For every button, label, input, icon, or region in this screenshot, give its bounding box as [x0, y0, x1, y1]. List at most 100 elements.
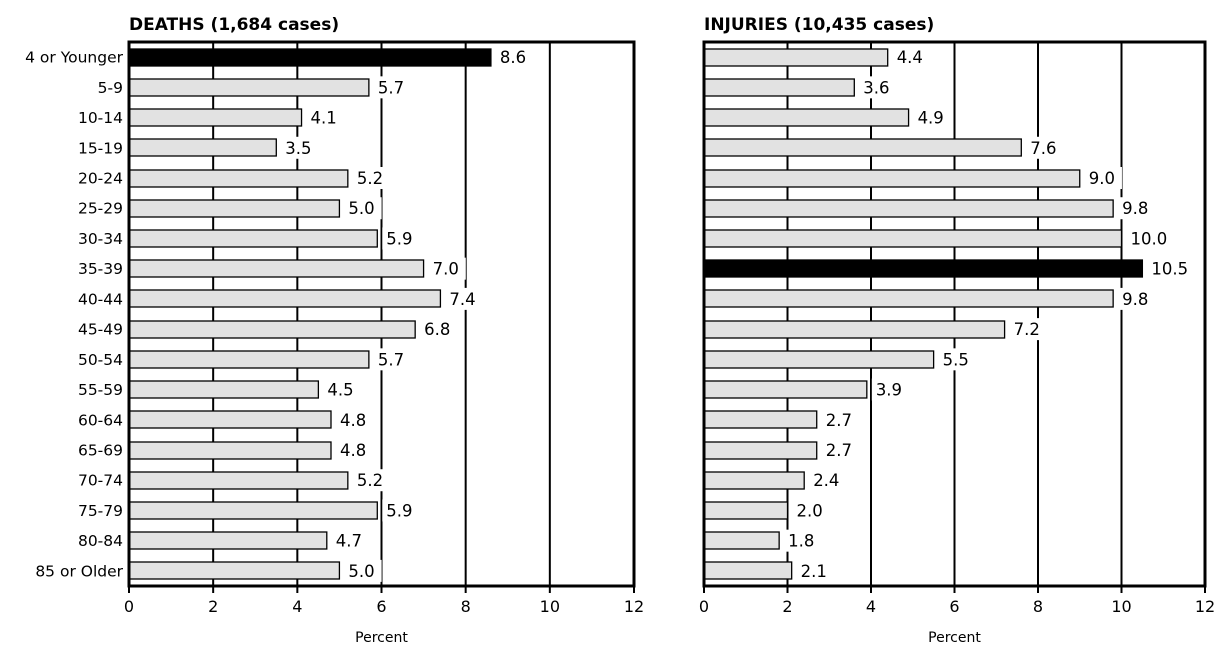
injuries-bar-15-19 [703, 138, 1022, 157]
injuries-value-backdrop-75-79 [792, 499, 830, 522]
deaths-bar-55-59 [128, 380, 320, 399]
deaths-category-label-5-9: 5-9 [98, 79, 123, 97]
deaths-value-backdrop-20-24 [352, 167, 391, 189]
injuries-bar-25-29 [703, 199, 1114, 218]
deaths-tick-label-5: 10 [540, 597, 560, 616]
injuries-tick-label-1: 2 [782, 597, 792, 616]
injuries-value-backdrop-60-64 [821, 408, 859, 431]
injuries-value-backdrop-25-29 [1118, 197, 1156, 220]
injuries-bar-65-69 [703, 441, 818, 460]
deaths-x-axis-label: Percent [355, 630, 408, 646]
injuries-value-backdrop-50-54 [938, 348, 976, 371]
deaths-value-label-4-or-younger: 8.6 [500, 48, 526, 67]
deaths-bar-65-69 [128, 441, 332, 460]
injuries-bar-45-49 [703, 320, 1006, 339]
deaths-value-label-5-9: 5.7 [378, 78, 404, 97]
injuries-value-label-25-29: 9.8 [1122, 199, 1148, 218]
injuries-bar-30-34 [703, 229, 1123, 248]
injuries-value-backdrop-65-69 [821, 439, 859, 461]
deaths-value-backdrop-85-or-older [344, 559, 382, 582]
deaths-bar-85-or-older [128, 561, 341, 580]
deaths-value-backdrop-15-19 [281, 136, 319, 159]
injuries-value-label-30-34: 10.0 [1131, 229, 1168, 248]
injuries-value-label-40-44: 9.8 [1122, 290, 1148, 309]
injuries-value-label-5-9: 3.6 [863, 78, 889, 97]
deaths-bar-5-9 [128, 78, 370, 97]
deaths-tick-label-0: 0 [124, 597, 134, 616]
deaths-value-backdrop-25-29 [344, 197, 382, 220]
deaths-value-label-45-49: 6.8 [424, 320, 450, 339]
injuries-bar-35-39 [703, 259, 1144, 278]
injuries-value-backdrop-70-74 [809, 469, 847, 492]
deaths-value-backdrop-10-14 [306, 106, 344, 129]
deaths-bar-80-84 [128, 531, 328, 550]
injuries-value-label-50-54: 5.5 [943, 350, 969, 369]
injuries-tick-label-3: 6 [949, 597, 959, 616]
injuries-value-label-15-19: 7.6 [1030, 139, 1056, 158]
deaths-tick-label-6: 12 [624, 597, 644, 616]
injuries-value-label-45-49: 7.2 [1014, 320, 1040, 339]
deaths-value-backdrop-5-9 [373, 76, 412, 99]
deaths-category-label-35-39: 35-39 [78, 260, 123, 278]
deaths-value-label-15-19: 3.5 [285, 139, 311, 158]
deaths-tick-label-1: 2 [208, 597, 218, 616]
deaths-value-backdrop-50-54 [373, 348, 412, 371]
deaths-category-label-55-59: 55-59 [78, 381, 123, 399]
injuries-value-backdrop-20-24 [1084, 167, 1122, 189]
deaths-bar-20-24 [128, 169, 349, 188]
injuries-tick-label-2: 4 [866, 597, 876, 616]
deaths-panel: DEATHS (1,684 cases) 8.6 4 or Younger 5.7 5-… [25, 15, 644, 646]
injuries-bar-50-54 [703, 350, 935, 369]
deaths-value-backdrop-65-69 [336, 439, 374, 461]
deaths-bar-45-49 [128, 320, 416, 339]
injuries-title: INJURIES (10,435 cases) [704, 15, 934, 35]
injuries-value-label-65-69: 2.7 [826, 441, 852, 460]
deaths-value-label-50-54: 5.7 [378, 350, 404, 369]
deaths-value-label-20-24: 5.2 [357, 169, 383, 188]
deaths-value-label-85-or-older: 5.0 [348, 562, 374, 581]
injuries-value-backdrop-30-34 [1126, 227, 1175, 250]
deaths-value-backdrop-35-39 [428, 257, 466, 280]
injuries-value-backdrop-45-49 [1009, 318, 1047, 341]
injuries-tick-label-5: 10 [1111, 597, 1131, 616]
deaths-value-backdrop-80-84 [331, 529, 369, 552]
injuries-value-backdrop-80-84 [784, 529, 822, 552]
injuries-bar-20-24 [703, 169, 1081, 188]
injuries-value-label-80-84: 1.8 [788, 532, 814, 551]
injuries-bar-80-84 [703, 531, 780, 550]
deaths-value-backdrop-60-64 [336, 408, 374, 431]
injuries-panel: INJURIES (10,435 cases) 4.4 3.6 4.9 7.6 9.0 9.… [699, 15, 1215, 646]
injuries-bar-40-44 [703, 289, 1114, 308]
deaths-bar-10-14 [128, 108, 303, 127]
injuries-tick-label-0: 0 [699, 597, 709, 616]
injuries-tick-label-6: 12 [1195, 597, 1215, 616]
deaths-category-label-65-69: 65-69 [78, 442, 123, 460]
deaths-bar-75-79 [128, 501, 378, 520]
deaths-value-label-65-69: 4.8 [340, 441, 366, 460]
deaths-value-label-60-64: 4.8 [340, 411, 366, 430]
deaths-bar-30-34 [128, 229, 378, 248]
deaths-category-label-50-54: 50-54 [78, 351, 123, 369]
injuries-value-backdrop-15-19 [1026, 136, 1064, 159]
deaths-category-label-40-44: 40-44 [78, 290, 123, 308]
deaths-value-label-40-44: 7.4 [449, 290, 475, 309]
deaths-category-label-70-74: 70-74 [78, 472, 123, 490]
deaths-category-label-25-29: 25-29 [78, 200, 123, 218]
deaths-category-label-80-84: 80-84 [78, 532, 123, 550]
injuries-value-label-55-59: 3.9 [876, 381, 902, 400]
deaths-category-label-85-or-older: 85 or Older [35, 562, 123, 580]
injuries-value-label-10-14: 4.9 [918, 109, 944, 128]
injuries-bar-70-74 [703, 471, 805, 490]
injuries-value-backdrop-4-or-younger [892, 46, 930, 69]
injuries-value-backdrop-35-39 [1147, 257, 1195, 280]
deaths-value-label-10-14: 4.1 [311, 109, 337, 128]
deaths-value-label-30-34: 5.9 [386, 229, 412, 248]
deaths-category-label-30-34: 30-34 [78, 230, 123, 248]
injuries-bar-60-64 [703, 410, 818, 429]
deaths-category-label-20-24: 20-24 [78, 170, 123, 188]
deaths-value-backdrop-75-79 [382, 499, 420, 522]
deaths-value-backdrop-45-49 [420, 318, 458, 341]
injuries-value-backdrop-55-59 [871, 378, 910, 401]
injuries-value-backdrop-10-14 [913, 106, 951, 129]
injuries-bar-55-59 [703, 380, 868, 399]
